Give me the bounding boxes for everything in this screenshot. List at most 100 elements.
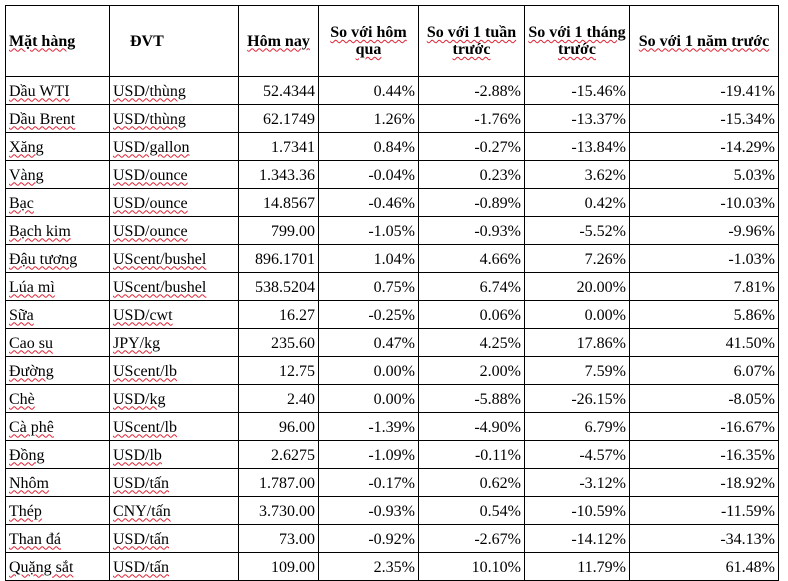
vs-year-cell: -19.41% bbox=[629, 76, 779, 105]
commodity-cell: Đường bbox=[5, 356, 110, 385]
commodity-cell: Đồng bbox=[5, 440, 110, 469]
unit-cell: USD/kg bbox=[109, 384, 239, 413]
commodity-cell: Cà phê bbox=[5, 412, 110, 441]
unit-cell: UScent/lb bbox=[109, 412, 239, 441]
vs-yesterday-cell: -1.39% bbox=[318, 412, 419, 441]
unit-cell: UScent/lb bbox=[109, 356, 239, 385]
today-price-cell: 3.730.00 bbox=[238, 496, 319, 525]
vs-week-cell: 0.62% bbox=[418, 468, 525, 497]
table-row: Sữa USD/cwt 16.27 -0.25% 0.06% 0.00% 5.86% bbox=[5, 300, 779, 329]
vs-yesterday-cell: 0.00% bbox=[318, 356, 419, 385]
today-price-cell: 896.1701 bbox=[238, 244, 319, 273]
vs-month-cell: 7.26% bbox=[524, 244, 630, 273]
vs-month-cell: 7.59% bbox=[524, 356, 630, 385]
unit-cell: USD/tấn bbox=[109, 524, 239, 553]
vs-month-cell: 20.00% bbox=[524, 272, 630, 301]
vs-week-cell: 0.23% bbox=[418, 160, 525, 189]
vs-week-cell: -0.11% bbox=[418, 440, 525, 469]
unit-cell: USD/thùng bbox=[109, 104, 239, 133]
table-row: Dầu Brent USD/thùng 62.1749 1.26% -1.76% -13.… bbox=[5, 104, 779, 133]
commodity-cell: Chè bbox=[5, 384, 110, 413]
vs-yesterday-cell: -1.09% bbox=[318, 440, 419, 469]
commodity-cell: Vàng bbox=[5, 160, 110, 189]
header-vs-week: So với 1 tuần trước bbox=[418, 5, 525, 77]
today-price-cell: 538.5204 bbox=[238, 272, 319, 301]
unit-cell: USD/thùng bbox=[109, 76, 239, 105]
vs-year-cell: -14.29% bbox=[629, 132, 779, 161]
header-unit: ĐVT bbox=[109, 5, 239, 77]
vs-week-cell: 10.10% bbox=[418, 552, 525, 581]
table-row: Chè USD/kg 2.40 0.00% -5.88% -26.15% -8.05% bbox=[5, 384, 779, 413]
commodity-price-table: Mặt hàng ĐVT Hôm nay So với hôm qua So v… bbox=[5, 5, 779, 581]
vs-week-cell: -0.27% bbox=[418, 132, 525, 161]
header-commodity: Mặt hàng bbox=[5, 5, 110, 77]
vs-month-cell: 6.79% bbox=[524, 412, 630, 441]
vs-yesterday-cell: -1.05% bbox=[318, 216, 419, 245]
today-price-cell: 12.75 bbox=[238, 356, 319, 385]
vs-week-cell: -5.88% bbox=[418, 384, 525, 413]
vs-month-cell: 0.00% bbox=[524, 300, 630, 329]
vs-month-cell: -5.52% bbox=[524, 216, 630, 245]
vs-week-cell: -1.76% bbox=[418, 104, 525, 133]
vs-yesterday-cell: -0.04% bbox=[318, 160, 419, 189]
unit-cell: USD/gallon bbox=[109, 132, 239, 161]
table-row: Xăng USD/gallon 1.7341 0.84% -0.27% -13.84% -1… bbox=[5, 132, 779, 161]
vs-week-cell: -2.67% bbox=[418, 524, 525, 553]
today-price-cell: 96.00 bbox=[238, 412, 319, 441]
vs-yesterday-cell: 0.00% bbox=[318, 384, 419, 413]
vs-yesterday-cell: -0.92% bbox=[318, 524, 419, 553]
commodity-cell: Dầu Brent bbox=[5, 104, 110, 133]
commodity-cell: Sữa bbox=[5, 300, 110, 329]
table-row: Cao su JPY/kg 235.60 0.47% 4.25% 17.86% 41.50% bbox=[5, 328, 779, 357]
vs-month-cell: -3.12% bbox=[524, 468, 630, 497]
commodity-cell: Đậu tương bbox=[5, 244, 110, 273]
table-row: Than đá USD/tấn 73.00 -0.92% -2.67% -14.12% -3… bbox=[5, 524, 779, 553]
vs-yesterday-cell: 2.35% bbox=[318, 552, 419, 581]
vs-year-cell: -34.13% bbox=[629, 524, 779, 553]
vs-yesterday-cell: 0.75% bbox=[318, 272, 419, 301]
vs-yesterday-cell: -0.46% bbox=[318, 188, 419, 217]
vs-month-cell: -26.15% bbox=[524, 384, 630, 413]
vs-year-cell: -15.34% bbox=[629, 104, 779, 133]
vs-week-cell: -2.88% bbox=[418, 76, 525, 105]
commodity-cell: Dầu WTI bbox=[5, 76, 110, 105]
vs-month-cell: -15.46% bbox=[524, 76, 630, 105]
vs-yesterday-cell: -0.25% bbox=[318, 300, 419, 329]
vs-yesterday-cell: -0.93% bbox=[318, 496, 419, 525]
today-price-cell: 1.787.00 bbox=[238, 468, 319, 497]
vs-yesterday-cell: 0.44% bbox=[318, 76, 419, 105]
vs-month-cell: 11.79% bbox=[524, 552, 630, 581]
header-vs-month: So với 1 tháng trước bbox=[524, 5, 630, 77]
commodity-cell: Than đá bbox=[5, 524, 110, 553]
today-price-cell: 1.343.36 bbox=[238, 160, 319, 189]
vs-month-cell: 0.42% bbox=[524, 188, 630, 217]
header-vs-yesterday: So với hôm qua bbox=[318, 5, 419, 77]
vs-year-cell: 7.81% bbox=[629, 272, 779, 301]
table-row: Đậu tương UScent/bushel 896.1701 1.04% 4.66%… bbox=[5, 244, 779, 273]
unit-cell: UScent/bushel bbox=[109, 244, 239, 273]
unit-cell: USD/cwt bbox=[109, 300, 239, 329]
vs-week-cell: 6.74% bbox=[418, 272, 525, 301]
vs-year-cell: -16.67% bbox=[629, 412, 779, 441]
vs-week-cell: -0.89% bbox=[418, 188, 525, 217]
table-row: Cà phê UScent/lb 96.00 -1.39% -4.90% 6.79% -16… bbox=[5, 412, 779, 441]
table-row: Bạch kim USD/ounce 799.00 -1.05% -0.93% -5.52… bbox=[5, 216, 779, 245]
commodity-cell: Quặng sắt bbox=[5, 552, 110, 581]
vs-month-cell: 17.86% bbox=[524, 328, 630, 357]
table-row: Đường UScent/lb 12.75 0.00% 2.00% 7.59% 6.07% bbox=[5, 356, 779, 385]
commodity-cell: Bạch kim bbox=[5, 216, 110, 245]
table-row: Đồng USD/lb 2.6275 -1.09% -0.11% -4.57% -16.35… bbox=[5, 440, 779, 469]
unit-cell: USD/tấn bbox=[109, 552, 239, 581]
commodity-cell: Bạc bbox=[5, 188, 110, 217]
vs-month-cell: -13.37% bbox=[524, 104, 630, 133]
vs-month-cell: -10.59% bbox=[524, 496, 630, 525]
today-price-cell: 16.27 bbox=[238, 300, 319, 329]
commodity-cell: Cao su bbox=[5, 328, 110, 357]
commodity-cell: Xăng bbox=[5, 132, 110, 161]
today-price-cell: 73.00 bbox=[238, 524, 319, 553]
table-row: Dầu WTI USD/thùng 52.4344 0.44% -2.88% -15.46… bbox=[5, 76, 779, 105]
vs-year-cell: -16.35% bbox=[629, 440, 779, 469]
vs-month-cell: -13.84% bbox=[524, 132, 630, 161]
unit-cell: CNY/tấn bbox=[109, 496, 239, 525]
vs-year-cell: -18.92% bbox=[629, 468, 779, 497]
